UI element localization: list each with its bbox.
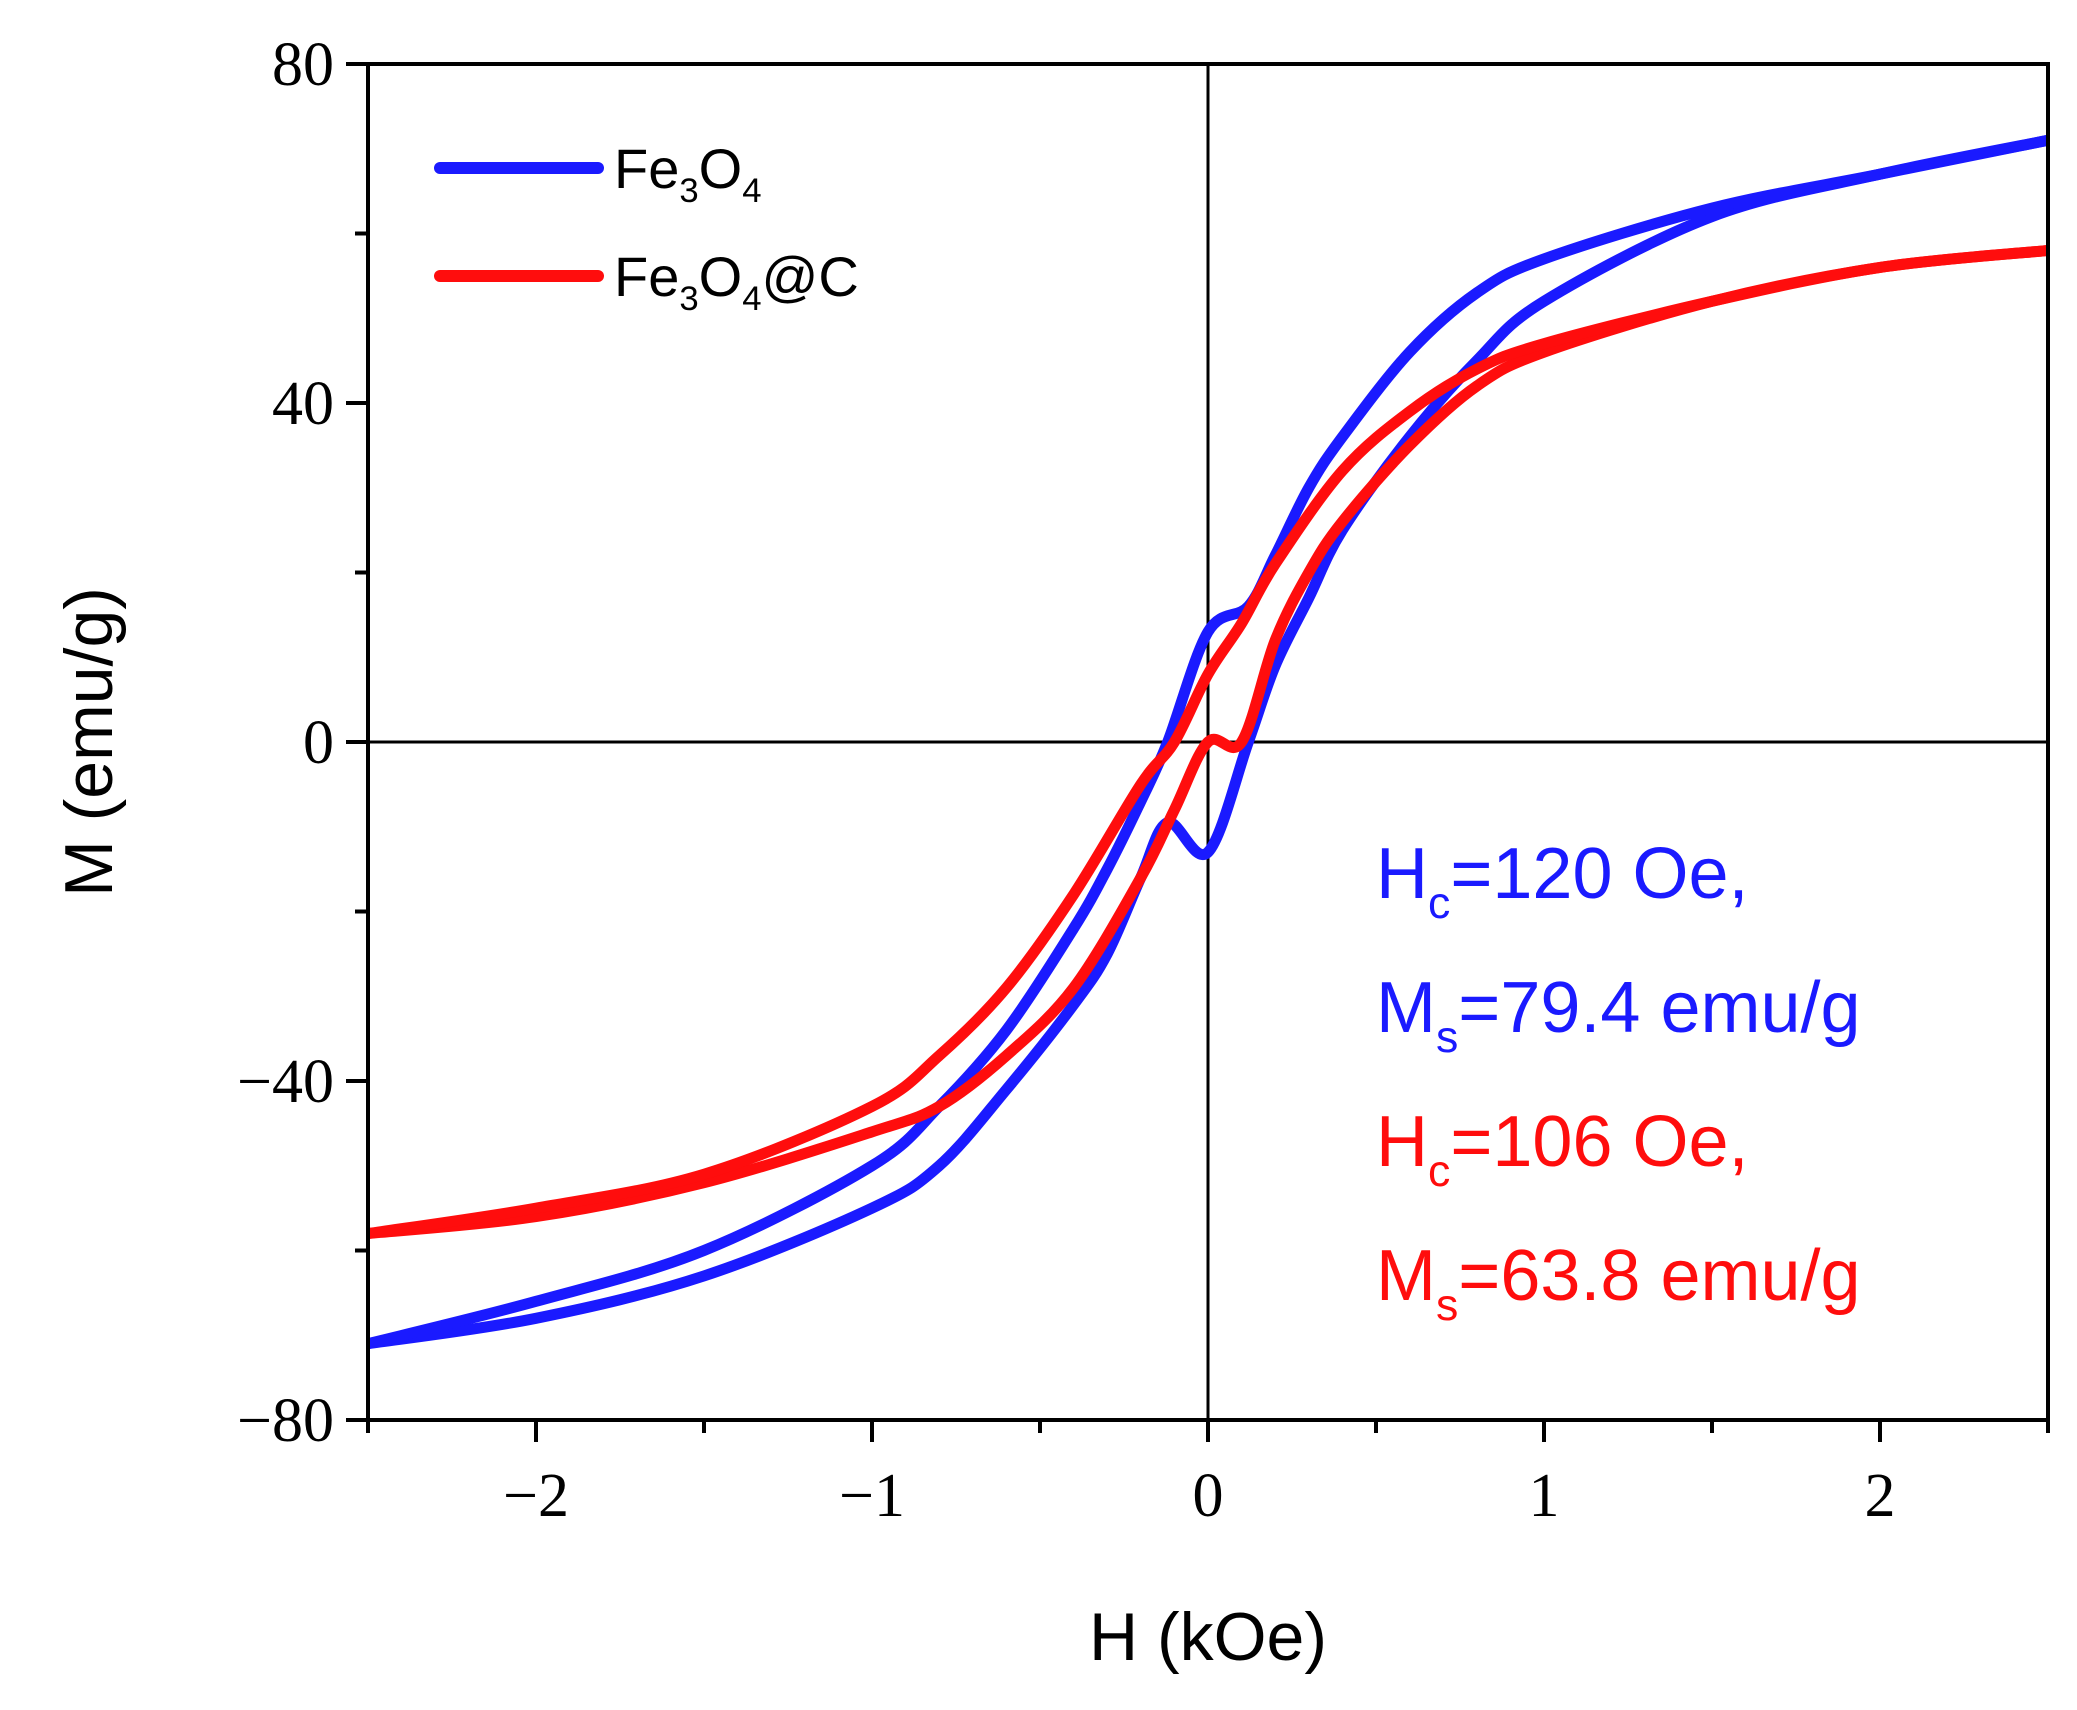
anno-2-rest: =106 Oe, <box>1450 1102 1748 1182</box>
legend-0-sub2: 4 <box>742 172 761 210</box>
series-fe3o4-up-branch <box>368 134 2048 1350</box>
x-tick-label: 0 <box>1193 1462 1224 1530</box>
legend-label-fe3o4: Fe3O4 <box>614 137 762 210</box>
anno-3-sub: s <box>1436 1281 1458 1330</box>
x-tick-label: −1 <box>839 1462 905 1530</box>
legend: Fe3O4 Fe3O4@C <box>434 137 859 318</box>
y-tick-label: 80 <box>272 31 334 99</box>
legend-1-main: Fe <box>614 245 679 308</box>
anno-0-main: H <box>1376 834 1428 914</box>
x-tick-label: 1 <box>1529 1462 1560 1530</box>
legend-0-mid: O <box>699 137 743 200</box>
anno-2-main: H <box>1376 1102 1428 1182</box>
series-layer <box>368 134 2048 1350</box>
annotation-ms-fe3o4: Ms=79.4 emu/g <box>1376 968 1861 1062</box>
x-tick-label: 2 <box>1865 1462 1896 1530</box>
plot-frame <box>366 62 2050 1422</box>
legend-1-sub1: 3 <box>679 280 698 318</box>
x-tick-label: −2 <box>503 1462 569 1530</box>
y-tick-label: 40 <box>272 370 334 438</box>
ticks-layer: −2 −1 0 1 2 −80 −40 0 40 80 <box>237 31 2050 1530</box>
series-fe3o4-c-down-branch <box>368 244 2048 1240</box>
legend-0-sub1: 3 <box>679 172 698 210</box>
annotations: Hc=120 Oe, Ms=79.4 emu/g Hc=106 Oe, Ms=6… <box>1376 834 1861 1330</box>
anno-3-rest: =63.8 emu/g <box>1458 1236 1860 1316</box>
y-tick-label: −80 <box>237 1387 334 1455</box>
legend-1-mid: O <box>699 245 743 308</box>
series-fe3o4-down-branch <box>368 134 2048 1350</box>
annotation-hc-fe3o4-c: Hc=106 Oe, <box>1376 1102 1749 1196</box>
anno-1-main: M <box>1376 968 1436 1048</box>
anno-0-sub: c <box>1428 879 1450 928</box>
y-axis-title: M (emu/g) <box>51 587 127 897</box>
anno-3-main: M <box>1376 1236 1436 1316</box>
anno-1-sub: s <box>1436 1013 1458 1062</box>
anno-0-rest: =120 Oe, <box>1450 834 1748 914</box>
y-tick-label: 0 <box>303 709 334 777</box>
annotation-ms-fe3o4-c: Ms=63.8 emu/g <box>1376 1236 1861 1330</box>
anno-1-rest: =79.4 emu/g <box>1458 968 1860 1048</box>
legend-1-sub2: 4 <box>742 280 761 318</box>
legend-0-main: Fe <box>614 137 679 200</box>
anno-2-sub: c <box>1428 1147 1450 1196</box>
legend-label-fe3o4-c: Fe3O4@C <box>614 245 859 318</box>
legend-1-tail: @C <box>762 245 859 308</box>
annotation-hc-fe3o4: Hc=120 Oe, <box>1376 834 1749 928</box>
x-axis-title: H (kOe) <box>1089 1599 1327 1675</box>
y-tick-label: −40 <box>237 1048 334 1116</box>
